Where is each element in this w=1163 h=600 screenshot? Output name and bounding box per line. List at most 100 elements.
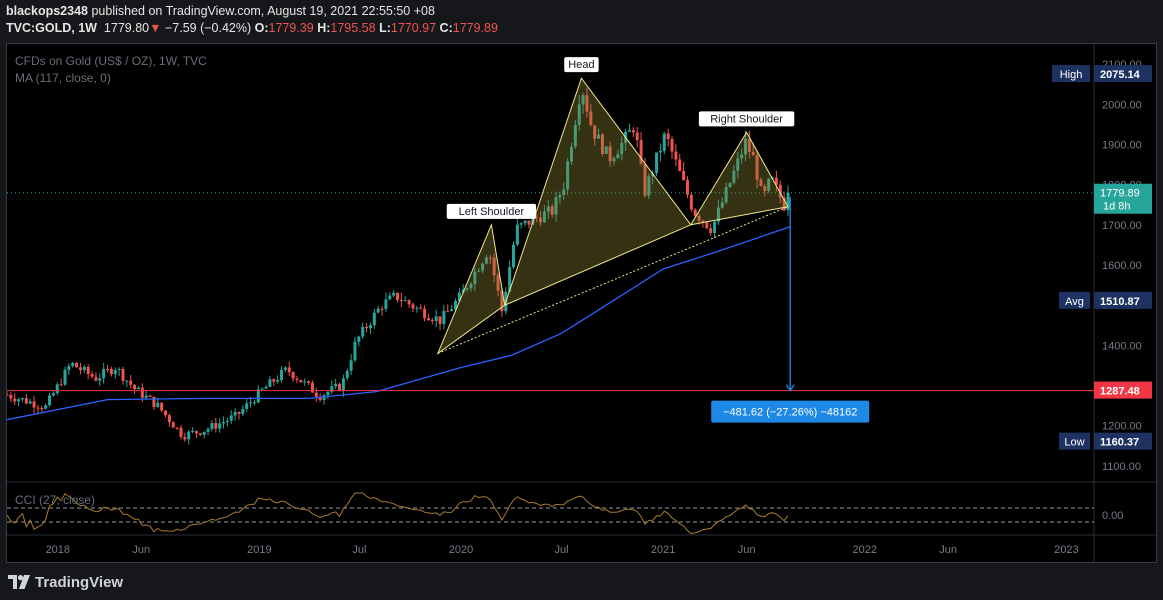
level-name: Avg <box>1065 296 1084 308</box>
candle-up <box>376 308 380 313</box>
candle-up <box>658 150 662 153</box>
candle-down <box>747 138 751 152</box>
candle-up <box>372 312 376 326</box>
low-label: L: <box>379 21 391 35</box>
candle-down <box>685 179 689 195</box>
candle-down <box>782 197 786 211</box>
open-label: O: <box>254 21 269 35</box>
price-chart[interactable]: 1100.001200.001300.001400.001500.001600.… <box>7 44 1156 562</box>
symbol-label: TVC:GOLD, 1W <box>6 21 97 35</box>
level-name-bg <box>1052 65 1090 83</box>
candle-up <box>102 368 106 379</box>
candle-up <box>743 138 747 155</box>
candle-up <box>647 176 651 196</box>
candle-up <box>82 366 86 371</box>
candle-up <box>461 289 465 293</box>
candle-up <box>724 187 728 203</box>
candle-down <box>488 257 492 259</box>
right-shoulder-label: Right Shoulder <box>710 113 783 125</box>
candle-up <box>361 326 365 337</box>
candle-down <box>36 407 40 409</box>
candle-down <box>78 367 82 371</box>
candle-down <box>411 304 415 309</box>
candle-up <box>17 399 21 402</box>
head-label-bg <box>564 57 599 73</box>
candle-down <box>585 95 589 112</box>
candle-up <box>604 146 608 154</box>
candle-up <box>786 192 790 211</box>
candle-up <box>569 146 573 162</box>
price-tick-label: 2000.00 <box>1102 99 1142 111</box>
candle-up <box>469 283 473 289</box>
candle-down <box>492 257 496 276</box>
candle-up <box>477 270 481 272</box>
tradingview-logo-icon <box>8 575 30 589</box>
time-tick-label: 2020 <box>449 544 473 556</box>
candle-up <box>457 292 461 301</box>
candle-down <box>59 384 63 386</box>
candle-down <box>287 367 291 373</box>
candle-up <box>716 207 720 222</box>
author-name[interactable]: blackops2348 <box>6 4 88 18</box>
candle-up <box>229 415 233 421</box>
neckline <box>437 206 789 354</box>
chart-frame[interactable]: 1100.001200.001300.001400.001500.001600.… <box>6 43 1157 563</box>
candle-up <box>345 370 349 379</box>
candle-down <box>318 396 322 400</box>
tradingview-footer[interactable]: TradingView <box>8 571 123 593</box>
candle-up <box>720 202 724 208</box>
candle-down <box>670 138 674 152</box>
open-value: 1779.39 <box>268 21 314 35</box>
candle-down <box>307 381 311 383</box>
price-tick-label: 1700.00 <box>1102 220 1142 232</box>
level-value: 1160.37 <box>1100 437 1139 449</box>
candle-up <box>357 336 361 342</box>
candle-up <box>577 104 581 125</box>
high-label: H: <box>317 21 331 35</box>
candle-up <box>511 244 515 268</box>
candle-up <box>156 402 160 407</box>
candle-down <box>380 308 384 310</box>
candle-down <box>705 222 709 229</box>
candle-up <box>28 401 32 404</box>
candle-down <box>399 299 403 302</box>
last-price: 1779.80 <box>103 21 150 35</box>
candle-up <box>713 221 717 234</box>
candle-up <box>67 366 71 370</box>
candle-up <box>554 197 558 215</box>
candle-up <box>268 379 272 387</box>
right-shoulder-triangle <box>689 131 789 226</box>
candle-up <box>515 224 519 245</box>
cci-legend: CCI (27, close) <box>15 493 95 507</box>
candle-up <box>349 360 353 371</box>
candle-down <box>106 368 110 370</box>
moving-average-line <box>7 226 791 421</box>
candle-up <box>573 124 577 147</box>
candle-up <box>218 423 222 429</box>
candle-up <box>542 211 546 223</box>
candle-down <box>7 394 9 396</box>
candle-down <box>86 366 90 374</box>
candle-up <box>558 194 562 198</box>
candle-up <box>71 362 75 367</box>
candle-up <box>740 154 744 159</box>
published-text: published on TradingView.com, August 19,… <box>91 4 435 18</box>
candle-down <box>133 384 137 390</box>
candle-down <box>194 430 198 434</box>
candle-up <box>453 300 457 310</box>
candle-up <box>616 154 620 159</box>
candle-up <box>732 170 736 183</box>
candle-up <box>546 206 550 212</box>
right-shoulder-label-bg <box>698 111 795 127</box>
candle-up <box>484 257 488 264</box>
close-label: C: <box>439 21 453 35</box>
price-tick-label: 1100.00 <box>1102 461 1141 473</box>
candle-down <box>689 194 693 210</box>
level-name: High <box>1060 69 1083 81</box>
candle-up <box>241 408 245 414</box>
left-shoulder-label: Left Shoulder <box>459 206 525 218</box>
candle-up <box>508 267 512 292</box>
candle-up <box>256 389 260 403</box>
candle-up <box>465 288 469 290</box>
candle-down <box>639 140 643 164</box>
